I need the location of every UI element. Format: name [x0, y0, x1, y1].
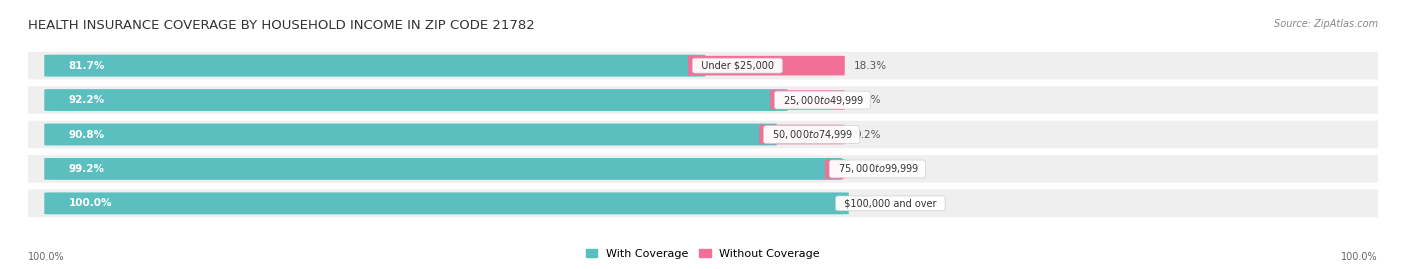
FancyBboxPatch shape [45, 55, 706, 77]
Text: Source: ZipAtlas.com: Source: ZipAtlas.com [1274, 19, 1378, 29]
Text: 100.0%: 100.0% [69, 198, 112, 208]
FancyBboxPatch shape [45, 192, 849, 214]
Text: 99.2%: 99.2% [69, 164, 104, 174]
FancyBboxPatch shape [770, 90, 845, 110]
FancyBboxPatch shape [45, 158, 842, 180]
Text: 81.7%: 81.7% [69, 61, 105, 71]
Text: 7.8%: 7.8% [855, 95, 880, 105]
Text: HEALTH INSURANCE COVERAGE BY HOUSEHOLD INCOME IN ZIP CODE 21782: HEALTH INSURANCE COVERAGE BY HOUSEHOLD I… [28, 19, 534, 32]
Text: $75,000 to $99,999: $75,000 to $99,999 [832, 162, 922, 175]
Text: Under $25,000: Under $25,000 [695, 61, 780, 71]
Text: 90.8%: 90.8% [69, 129, 104, 140]
Text: $25,000 to $49,999: $25,000 to $49,999 [778, 94, 868, 107]
Text: 100.0%: 100.0% [1341, 252, 1378, 261]
FancyBboxPatch shape [45, 123, 776, 146]
FancyBboxPatch shape [825, 159, 845, 179]
FancyBboxPatch shape [28, 52, 1378, 79]
Text: 18.3%: 18.3% [855, 61, 887, 71]
FancyBboxPatch shape [28, 155, 1378, 183]
FancyBboxPatch shape [28, 86, 1378, 114]
FancyBboxPatch shape [28, 190, 1378, 217]
Legend: With Coverage, Without Coverage: With Coverage, Without Coverage [582, 244, 824, 263]
Text: $100,000 and over: $100,000 and over [838, 198, 943, 208]
Text: 0.78%: 0.78% [853, 164, 887, 174]
FancyBboxPatch shape [688, 56, 845, 75]
FancyBboxPatch shape [759, 125, 845, 144]
FancyBboxPatch shape [28, 121, 1378, 148]
FancyBboxPatch shape [45, 89, 787, 111]
Text: 92.2%: 92.2% [69, 95, 104, 105]
Text: 100.0%: 100.0% [28, 252, 65, 261]
Text: 0.0%: 0.0% [855, 198, 880, 208]
Text: $50,000 to $74,999: $50,000 to $74,999 [766, 128, 858, 141]
Text: 9.2%: 9.2% [855, 129, 880, 140]
